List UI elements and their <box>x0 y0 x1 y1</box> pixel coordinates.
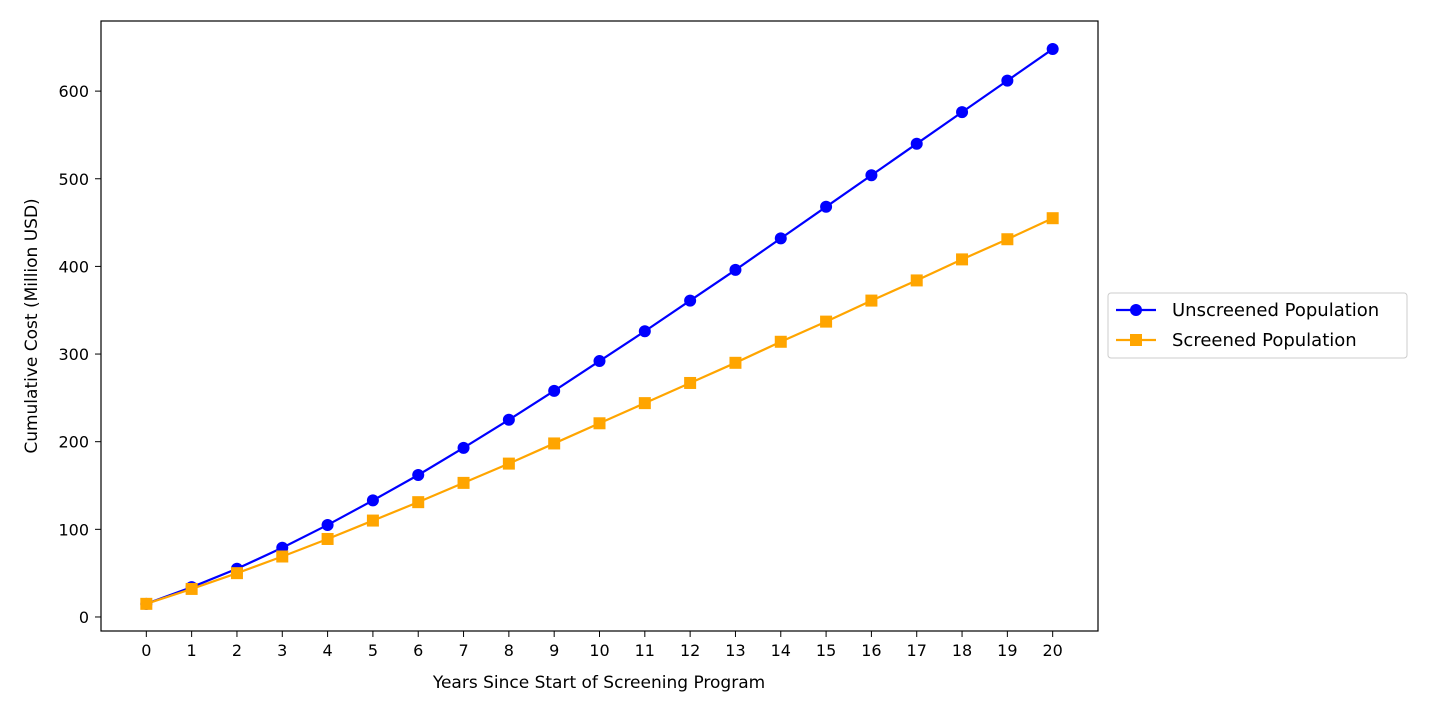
data-point <box>502 413 515 426</box>
data-point <box>457 476 470 489</box>
x-tick-label: 4 <box>322 641 332 660</box>
x-tick-label: 10 <box>589 641 609 660</box>
data-point <box>321 518 334 531</box>
data-point <box>548 437 561 450</box>
data-point <box>593 355 606 368</box>
series-layer <box>140 43 1059 610</box>
data-point <box>865 294 878 307</box>
data-point <box>956 253 969 266</box>
data-point <box>1001 74 1014 87</box>
data-point <box>1001 233 1014 246</box>
data-point <box>1046 43 1059 56</box>
x-tick-label: 19 <box>997 641 1017 660</box>
data-point <box>412 468 425 481</box>
x-tick-label: 3 <box>277 641 287 660</box>
x-tick-label: 8 <box>504 641 514 660</box>
y-tick-label: 500 <box>58 170 89 189</box>
data-point <box>820 200 833 213</box>
data-point <box>593 417 606 430</box>
data-point <box>185 582 198 595</box>
data-point <box>276 550 289 563</box>
x-tick-label: 17 <box>907 641 927 660</box>
data-point <box>140 597 153 610</box>
data-point <box>548 384 561 397</box>
x-axis-title: Years Since Start of Screening Program <box>432 673 765 693</box>
x-tick-label: 14 <box>771 641 791 660</box>
legend-item: Unscreened Population <box>1116 300 1379 321</box>
series-1 <box>140 43 1059 610</box>
y-tick-label: 100 <box>58 520 89 539</box>
data-point <box>321 532 334 545</box>
data-point <box>774 335 787 348</box>
legend-label: Unscreened Population <box>1172 300 1379 321</box>
legend: Unscreened Population Screened Population <box>1107 292 1408 359</box>
legend-marker <box>1130 304 1142 316</box>
data-point <box>1046 212 1059 225</box>
data-point <box>366 514 379 527</box>
data-point <box>910 137 923 150</box>
y-tick-label: 300 <box>58 345 89 364</box>
data-point <box>230 567 243 580</box>
x-tick-label: 0 <box>141 641 151 660</box>
data-point <box>729 356 742 369</box>
data-point <box>956 106 969 119</box>
data-point <box>820 315 833 328</box>
plot-area <box>101 21 1098 631</box>
x-tick-label: 11 <box>635 641 655 660</box>
x-tick-label: 20 <box>1043 641 1063 660</box>
x-tick-label: 15 <box>816 641 836 660</box>
x-tick-label: 6 <box>413 641 423 660</box>
y-tick-label: 600 <box>58 82 89 101</box>
x-tick-label: 1 <box>187 641 197 660</box>
y-tick-label: 200 <box>58 433 89 452</box>
x-tick-label: 18 <box>952 641 972 660</box>
data-point <box>684 376 697 389</box>
x-tick-label: 5 <box>368 641 378 660</box>
y-tick-label: 0 <box>79 608 89 627</box>
x-tick-label: 9 <box>549 641 559 660</box>
data-point <box>865 169 878 182</box>
legend-label: Screened Population <box>1172 330 1357 351</box>
data-point <box>638 325 651 338</box>
data-point <box>774 232 787 245</box>
y-axis-title: Cumulative Cost (Million USD) <box>22 198 42 453</box>
data-point <box>638 397 651 410</box>
x-axis-ticks: 0 1 2 3 4 5 6 7 8 9 10 11 12 13 14 15 16 17 18 19 20 <box>141 631 1063 660</box>
x-tick-label: 2 <box>232 641 242 660</box>
x-tick-label: 12 <box>680 641 700 660</box>
x-tick-label: 16 <box>861 641 881 660</box>
data-point <box>457 441 470 454</box>
legend-box <box>1107 292 1408 359</box>
x-tick-label: 13 <box>725 641 745 660</box>
data-point <box>412 496 425 509</box>
y-axis-ticks: 0 100 200 300 400 500 600 <box>58 82 101 627</box>
data-point <box>366 494 379 507</box>
legend-item: Screened Population <box>1116 330 1357 351</box>
series-2 <box>140 212 1059 610</box>
data-point <box>502 457 515 470</box>
data-point <box>729 263 742 276</box>
x-tick-label: 7 <box>458 641 468 660</box>
data-point <box>684 294 697 307</box>
y-tick-label: 400 <box>58 257 89 276</box>
plot-frame <box>100 20 1099 632</box>
data-point <box>910 274 923 287</box>
legend-marker <box>1130 334 1142 346</box>
